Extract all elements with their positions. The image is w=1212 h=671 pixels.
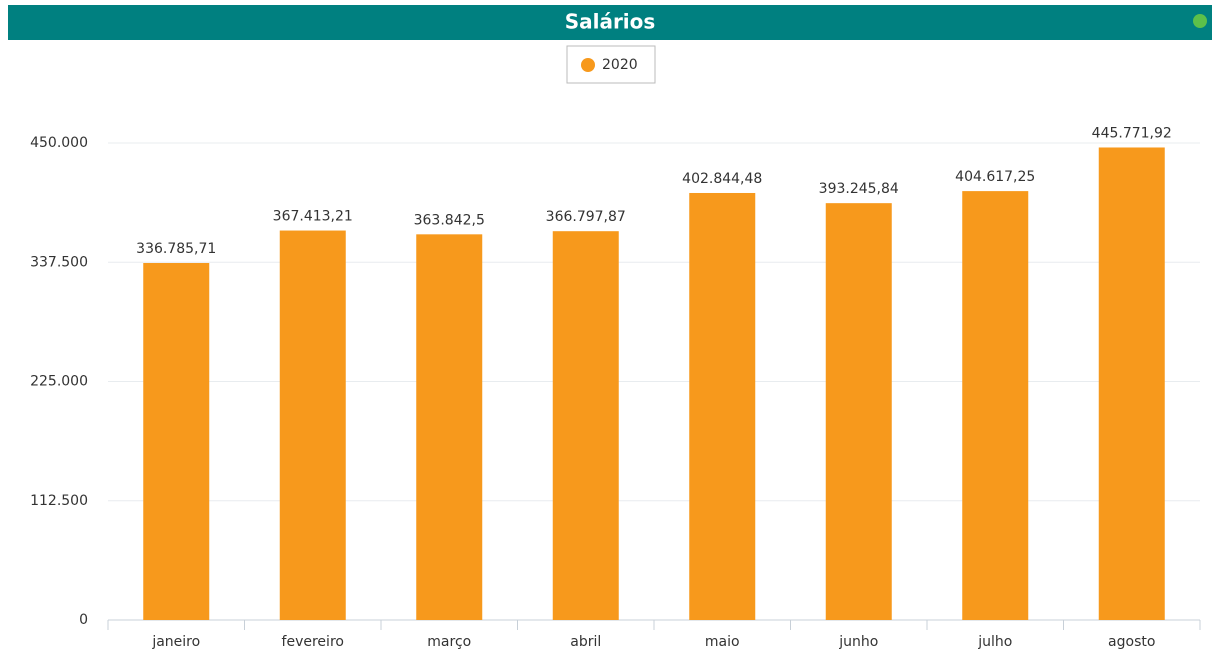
bar	[552, 231, 619, 620]
y-tick-label: 337.500	[30, 254, 88, 270]
data-label: 393.245,84	[819, 181, 899, 197]
y-tick-label: 450.000	[30, 135, 88, 151]
data-label: 336.785,71	[136, 241, 216, 257]
bar	[825, 203, 892, 620]
x-tick-label: julho	[977, 634, 1012, 650]
x-tick-label: agosto	[1108, 634, 1155, 650]
x-tick-label: abril	[570, 634, 601, 650]
x-tick-label: junho	[838, 634, 878, 650]
y-tick-label: 0	[79, 612, 88, 628]
data-label: 445.771,92	[1092, 125, 1172, 141]
legend-label: 2020	[602, 57, 638, 73]
title-bar	[8, 5, 1212, 40]
data-label: 404.617,25	[955, 169, 1035, 185]
x-tick-label: janeiro	[151, 634, 200, 650]
bar	[143, 263, 210, 620]
chart-title: Salários	[565, 10, 656, 34]
x-tick-label: maio	[705, 634, 740, 650]
bar	[416, 234, 483, 620]
bar	[689, 192, 756, 620]
x-tick-label: março	[427, 634, 471, 650]
data-label: 367.413,21	[273, 209, 353, 225]
legend-marker	[581, 58, 595, 72]
bar	[962, 191, 1029, 620]
data-label: 402.844,48	[682, 171, 762, 187]
bar	[279, 230, 346, 620]
data-label: 366.797,87	[546, 209, 626, 225]
y-tick-label: 112.500	[30, 493, 88, 509]
y-tick-label: 225.000	[30, 374, 88, 390]
x-tick-label: fevereiro	[282, 634, 344, 650]
data-label: 363.842,5	[414, 212, 485, 228]
status-dot	[1193, 14, 1207, 28]
bar	[1098, 147, 1165, 621]
